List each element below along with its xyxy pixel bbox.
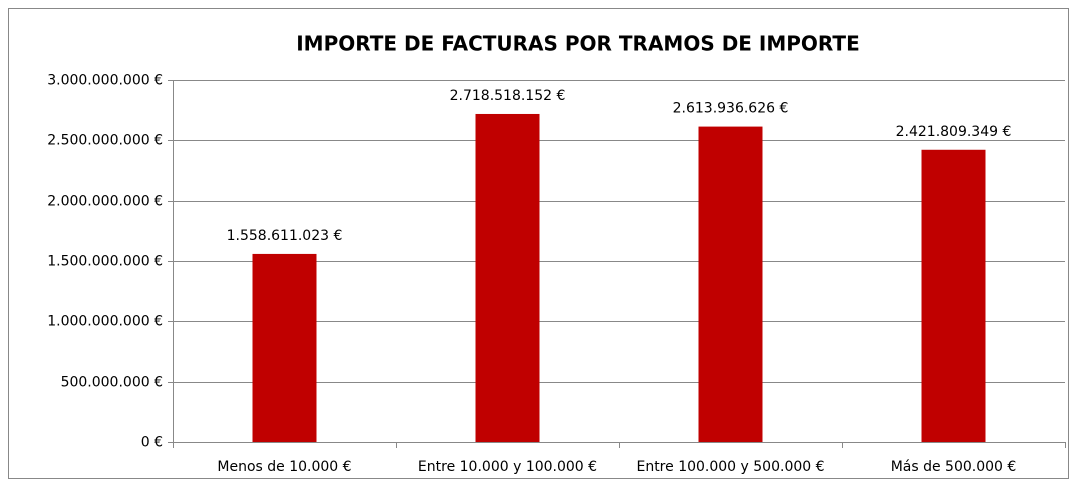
y-tick-label: 2.500.000.000 € [47,133,163,149]
bar [475,113,540,442]
y-tick-label: 500.000.000 € [61,375,163,391]
y-tick-label: 3.000.000.000 € [47,73,163,89]
chart-title: IMPORTE DE FACTURAS POR TRAMOS DE IMPORT… [296,32,860,56]
x-tick-label: Entre 100.000 y 500.000 € [636,459,824,475]
y-tick-label: 1.500.000.000 € [47,254,163,270]
bar [252,253,317,442]
bar [698,126,763,442]
x-tick-label: Entre 10.000 y 100.000 € [418,459,597,475]
y-tick-label: 1.000.000.000 € [47,314,163,330]
x-tick-label: Más de 500.000 € [891,459,1017,475]
data-label: 2.718.518.152 € [450,88,566,104]
data-label: 2.421.809.349 € [896,124,1012,140]
data-label: 2.613.936.626 € [673,101,789,117]
x-tick-label: Menos de 10.000 € [217,459,351,475]
data-label: 1.558.611.023 € [227,228,343,244]
y-tick-label: 2.000.000.000 € [47,194,163,210]
y-tick-label: 0 € [141,435,163,451]
bar [921,149,986,442]
